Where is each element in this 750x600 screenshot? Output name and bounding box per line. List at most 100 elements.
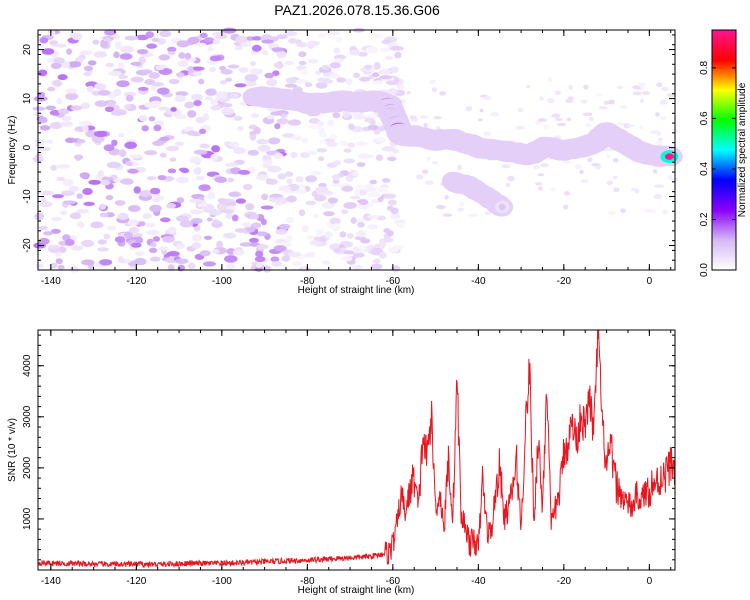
spectrogram-cell — [390, 66, 399, 73]
spectrogram-cell — [39, 37, 49, 44]
spectrogram-cell — [193, 149, 208, 155]
spectrogram-cell — [209, 55, 222, 62]
spectrogram-cell — [385, 55, 394, 60]
spectrogram-cell — [409, 115, 417, 120]
spectrogram-cell — [352, 252, 365, 258]
spectrogram-cell — [354, 188, 361, 197]
spectrogram-cell — [290, 152, 298, 158]
spectrogram-cell — [342, 110, 351, 118]
colorbar-tick-label: 0.4 — [699, 162, 710, 176]
spectrogram-cell — [127, 168, 139, 174]
spectrogram-cell — [385, 80, 399, 86]
spectrogram-cell — [132, 233, 143, 238]
spectrogram-cell — [220, 69, 233, 75]
spectrogram-cell — [108, 70, 122, 76]
spectrogram-cell — [287, 119, 302, 126]
spectrogram-cell — [365, 46, 379, 54]
spectrogram-cell — [139, 190, 152, 198]
spectrogram-cell — [189, 198, 202, 204]
spectrogram-cell — [209, 67, 217, 72]
spectrogram-cell — [318, 132, 328, 138]
spectrogram-cell — [162, 235, 175, 243]
spectrogram-cell — [128, 226, 139, 234]
spectrogram-cell — [160, 152, 167, 158]
spectrogram-cell — [347, 142, 356, 148]
spectrogram-cell — [661, 86, 669, 92]
spectrogram-cell — [664, 153, 674, 160]
spectrogram-cell — [114, 236, 126, 243]
spectrogram-cell — [221, 107, 235, 116]
spectrogram-cell — [318, 32, 327, 38]
spectrogram-cell — [136, 49, 149, 55]
spectrogram-cell — [305, 175, 317, 183]
spectrogram-cell — [39, 201, 53, 208]
spectrogram-cell — [225, 77, 232, 82]
spectrogram-cell — [207, 46, 214, 52]
spectrogram-cell — [39, 125, 51, 131]
x-tick-label: 0 — [647, 276, 653, 287]
spectrogram-cell — [97, 170, 105, 177]
spectrogram-cell — [138, 56, 146, 64]
spectrogram-cell — [60, 121, 73, 127]
spectrogram-cell — [321, 202, 335, 209]
spectrogram-cell — [35, 263, 44, 269]
spectrogram-cell — [339, 231, 347, 238]
spectrogram-cell — [119, 53, 133, 60]
spectrogram-cell — [318, 156, 325, 161]
spectrogram-cell — [140, 69, 153, 74]
spectrogram-cell — [170, 107, 177, 112]
spectrogram-cell — [229, 141, 240, 148]
spectrogram-cell — [284, 61, 294, 65]
spectrogram-cell — [507, 175, 515, 182]
spectrogram-cell — [144, 150, 158, 156]
spectrogram-cell — [184, 52, 192, 60]
spectrogram-cell — [227, 177, 235, 183]
spectrogram-cell — [261, 39, 275, 44]
spectrogram-cell — [34, 138, 46, 144]
spectrogram-cell — [279, 223, 291, 230]
spectrogram-cell — [275, 201, 284, 206]
spectrogram-cell — [266, 178, 278, 185]
spectrogram-cell — [343, 250, 355, 255]
spectrogram-cell — [277, 173, 287, 180]
spectrogram-cell — [353, 72, 361, 79]
spectrogram-cell — [141, 125, 149, 132]
spectrogram-cell — [436, 205, 446, 210]
spectrogram-cell — [654, 184, 665, 188]
spectrogram-cell — [331, 174, 341, 181]
spectrogram-cell — [199, 143, 210, 149]
spectrogram-cell — [226, 263, 236, 270]
spectrogram-cell — [184, 101, 195, 109]
spectrogram-cell — [176, 197, 185, 204]
spectrogram-cell — [131, 242, 142, 248]
spectrogram-cell — [321, 64, 330, 71]
spectrogram-cell — [285, 77, 297, 84]
spectrogram-cell — [70, 105, 83, 111]
spectrogram-cell — [117, 132, 125, 138]
spectrogram-cell — [76, 193, 83, 199]
spectrogram-cell — [263, 159, 273, 166]
spectrogram-cell — [539, 96, 544, 101]
x-tick-label: -40 — [471, 276, 486, 287]
spectrogram-cell — [620, 208, 626, 213]
spectrogram-cell — [149, 204, 162, 213]
spectrogram-cell — [598, 106, 608, 110]
spectrogram-cell — [380, 68, 391, 76]
spectrogram-cell — [57, 108, 69, 115]
spectrogram-cell — [222, 27, 237, 34]
spectrogram-cell — [330, 134, 337, 140]
spectrogram-cell — [83, 65, 94, 72]
spectrogram-cell — [256, 231, 269, 237]
spectrogram-cell — [372, 72, 380, 78]
spectrogram-cell — [656, 82, 663, 88]
spectrogram-cell — [271, 47, 285, 52]
spectrogram-cell — [214, 176, 227, 183]
spectrogram-cell — [210, 98, 218, 106]
spectrogram-cell — [505, 183, 510, 187]
spectrogram-cell — [103, 233, 110, 240]
spectrogram-cell — [187, 110, 197, 118]
spectrogram-cell — [195, 116, 206, 124]
spectrogram-cell — [232, 249, 245, 256]
snr-x-ticks: -140 -120 -100 -80 -60 -40 -20 0 — [41, 330, 672, 587]
spectrogram-cell — [191, 66, 205, 71]
